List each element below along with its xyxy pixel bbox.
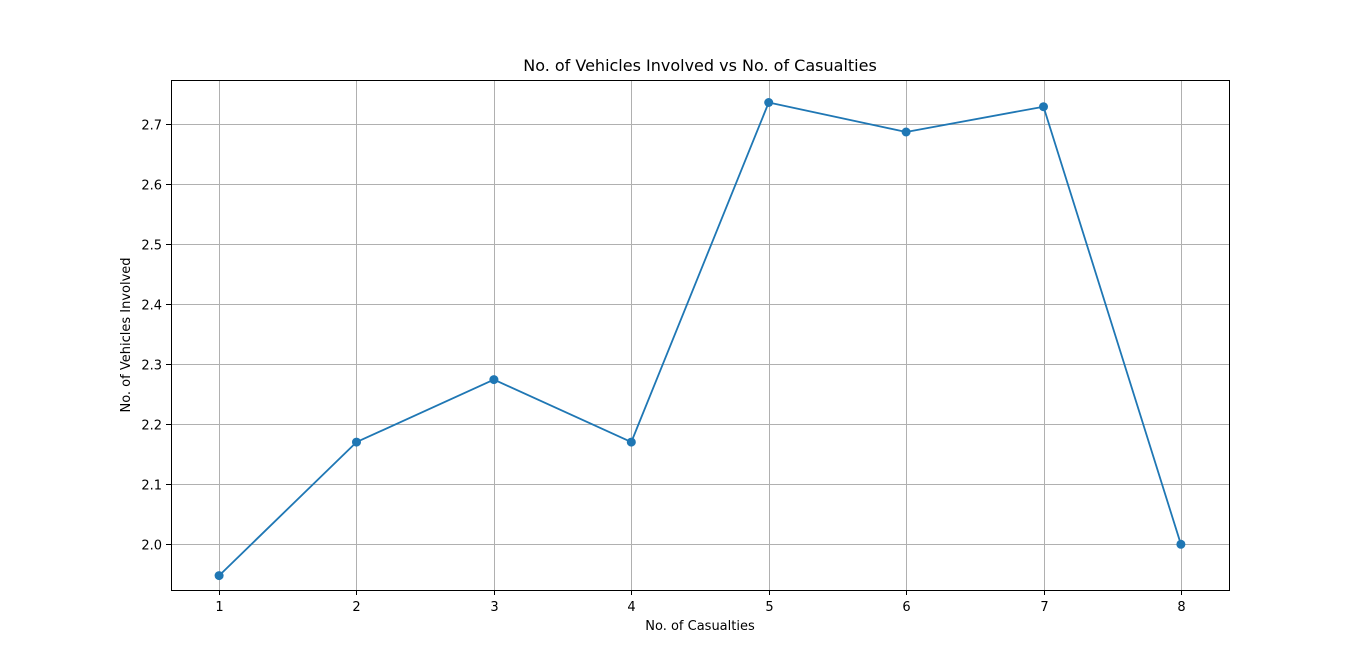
- grid: [171, 80, 1229, 590]
- y-tick-label: 2.2: [141, 419, 162, 434]
- y-tick-label: 2.4: [141, 299, 162, 314]
- data-point: [214, 571, 224, 581]
- data-point: [489, 375, 499, 385]
- y-tick-label: 2.0: [141, 539, 162, 554]
- series-line: [218, 101, 1182, 577]
- x-axis-ticks: 1 2 3 4 5 6 7 8: [215, 590, 1186, 615]
- data-point: [901, 127, 911, 137]
- y-tick-label: 2.5: [141, 239, 162, 254]
- y-tick-label: 2.3: [141, 359, 162, 374]
- x-tick-label: 8: [1177, 600, 1185, 615]
- chart-title: No. of Vehicles Involved vs No. of Casua…: [523, 56, 877, 75]
- data-point: [1176, 539, 1186, 549]
- y-tick-label: 2.7: [141, 119, 162, 134]
- x-tick-label: 2: [352, 600, 360, 615]
- plot-frame: [171, 80, 1230, 591]
- x-tick-label: 6: [902, 600, 910, 615]
- x-axis-label: No. of Casualties: [645, 619, 755, 634]
- data-point: [1039, 102, 1048, 112]
- x-tick-label: 3: [490, 600, 498, 615]
- y-tick-label: 2.6: [141, 179, 162, 194]
- data-point: [626, 437, 636, 447]
- x-tick-label: 4: [627, 600, 635, 615]
- data-point: [352, 437, 361, 447]
- y-tick-label: 2.1: [141, 479, 162, 494]
- y-axis-label: No. of Vehicles Involved: [119, 257, 134, 412]
- series-layer: [214, 98, 1186, 581]
- data-point: [764, 98, 774, 107]
- x-tick-label: 1: [215, 600, 223, 615]
- y-axis-ticks: 2.0 2.1 2.2 2.3 2.4 2.5 2.6 2.7: [141, 119, 171, 554]
- x-tick-label: 7: [1040, 600, 1048, 615]
- x-tick-label: 5: [765, 600, 773, 615]
